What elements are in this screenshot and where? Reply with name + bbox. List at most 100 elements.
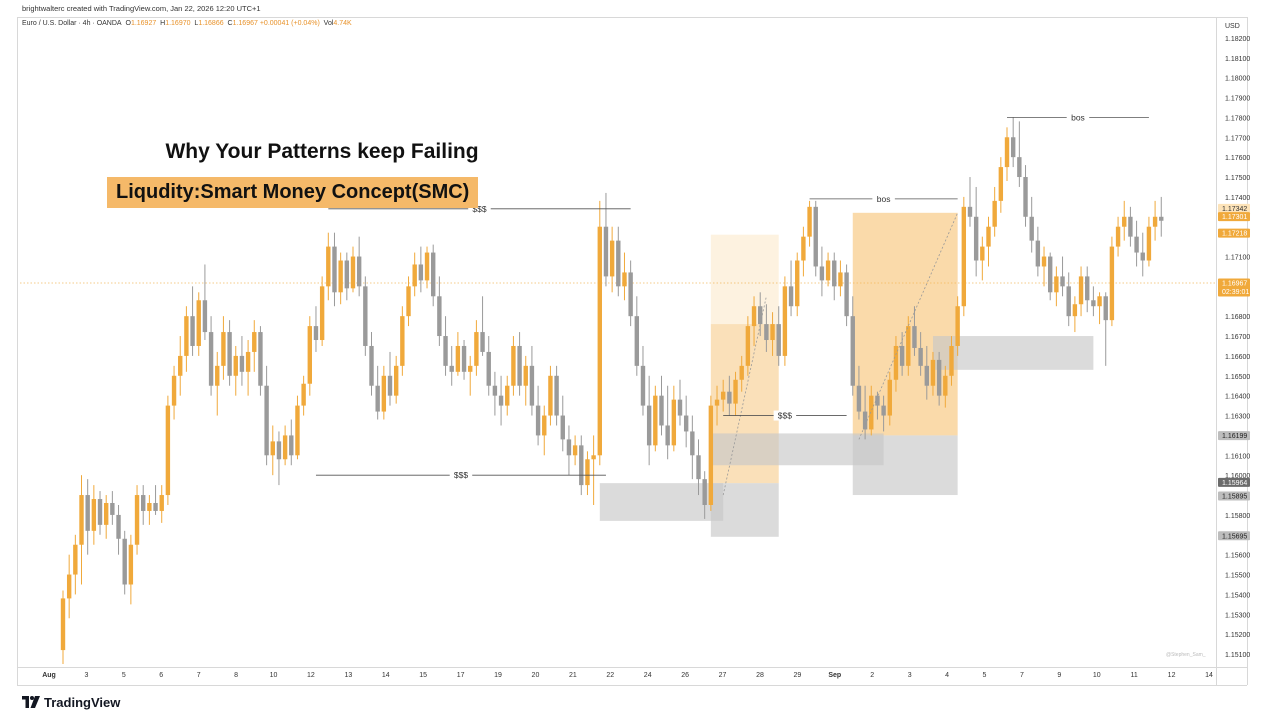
candle-71 bbox=[492, 371, 498, 416]
candle-body bbox=[1115, 226, 1121, 247]
candle-3 bbox=[73, 534, 78, 595]
candle-99 bbox=[665, 385, 670, 460]
candle-139 bbox=[912, 306, 917, 356]
time-tick-6: 8 bbox=[234, 672, 238, 679]
candle-159 bbox=[1035, 226, 1041, 277]
candle-72 bbox=[498, 375, 504, 426]
candle-76 bbox=[523, 355, 528, 406]
candle-35 bbox=[270, 425, 275, 476]
candle-body bbox=[640, 365, 646, 406]
candle-141 bbox=[924, 345, 929, 400]
currency-label[interactable]: USD bbox=[1225, 23, 1240, 30]
candle-body bbox=[924, 365, 929, 386]
candle-body bbox=[449, 365, 454, 372]
candle-body bbox=[764, 324, 769, 341]
price-tick-13: 1.16600 bbox=[1225, 354, 1250, 361]
price-axis[interactable]: 1.18200 1.18100 1.18000 1.17900 1.17800 1.177… bbox=[1225, 36, 1250, 659]
time-tick-4: 6 bbox=[159, 672, 163, 679]
price-badge-label: 1.16199 bbox=[1222, 433, 1247, 440]
time-tick-26: 5 bbox=[983, 672, 987, 679]
price-tick-10: 1.17100 bbox=[1225, 255, 1250, 262]
candle-body bbox=[572, 445, 578, 456]
candle-body bbox=[603, 226, 609, 277]
candle-60 bbox=[424, 246, 430, 289]
candle-body bbox=[585, 459, 590, 486]
level-label-bg-5 bbox=[1066, 112, 1090, 123]
candle-body bbox=[683, 415, 689, 432]
candle-83 bbox=[566, 425, 572, 476]
candle-146 bbox=[955, 296, 960, 356]
candle-body bbox=[350, 256, 356, 289]
candle-body bbox=[289, 435, 294, 456]
candle-body bbox=[498, 395, 504, 406]
candle-body bbox=[492, 385, 498, 396]
tradingview-logo[interactable]: TradingView bbox=[22, 694, 120, 710]
candle-body bbox=[486, 351, 491, 386]
candle-body bbox=[307, 326, 312, 384]
candle-body bbox=[795, 260, 800, 307]
time-tick-14: 20 bbox=[532, 672, 540, 679]
candle-body bbox=[918, 347, 923, 366]
candle-145 bbox=[949, 336, 954, 386]
candle-148 bbox=[967, 177, 973, 227]
candle-34 bbox=[264, 365, 269, 466]
candle-53 bbox=[381, 365, 387, 420]
candle-47 bbox=[344, 252, 350, 301]
candle-24 bbox=[202, 264, 208, 341]
candle-25 bbox=[208, 316, 214, 396]
price-tick-2: 1.18100 bbox=[1225, 56, 1250, 63]
candle-118 bbox=[782, 276, 788, 366]
candle-body bbox=[943, 375, 948, 396]
candle-body bbox=[523, 365, 528, 386]
open-label: O bbox=[125, 20, 131, 27]
candle-106 bbox=[708, 395, 714, 511]
candle-body bbox=[461, 345, 467, 372]
level-label-4: bos bbox=[877, 194, 891, 204]
candle-body bbox=[313, 326, 319, 341]
candle-90 bbox=[609, 226, 615, 293]
candle-133 bbox=[875, 391, 880, 420]
candle-body bbox=[215, 365, 220, 386]
candle-body bbox=[702, 479, 707, 505]
price-tick-18: 1.16000 bbox=[1225, 473, 1250, 480]
level-label-5: bos bbox=[1071, 112, 1085, 122]
frame-right bbox=[1247, 17, 1248, 685]
candle-52 bbox=[375, 365, 380, 420]
candle-97 bbox=[653, 385, 658, 452]
candle-48 bbox=[350, 246, 356, 293]
candle-body bbox=[245, 351, 251, 372]
candle-body bbox=[239, 355, 245, 372]
candle-42 bbox=[313, 306, 319, 352]
candle-body bbox=[171, 375, 177, 406]
liquidity-gap-zone-7 bbox=[852, 435, 958, 496]
candle-body bbox=[646, 405, 652, 446]
tradingview-logo-text: TradingView bbox=[44, 694, 121, 710]
candle-158 bbox=[1029, 196, 1034, 253]
candle-body bbox=[252, 332, 257, 352]
candle-64 bbox=[449, 345, 454, 386]
candle-body bbox=[301, 383, 306, 406]
time-axis[interactable]: Aug 3 5 6 7 8 10 12 13 14 15 17 19 20 21 22 24 26 27 28 29 Se… bbox=[42, 672, 1213, 679]
candle-100 bbox=[671, 385, 677, 452]
candle-body bbox=[758, 306, 763, 325]
candle-body bbox=[369, 345, 374, 386]
price-axis-border bbox=[1216, 17, 1217, 685]
price-badge-label: 1.15964 bbox=[1222, 480, 1247, 487]
candle-body bbox=[825, 260, 831, 281]
candle-126 bbox=[832, 252, 837, 301]
candle-157 bbox=[1023, 165, 1028, 227]
candle-80 bbox=[548, 365, 553, 426]
candle-body bbox=[517, 345, 522, 386]
price-badge-bg bbox=[1218, 477, 1250, 487]
candle-92 bbox=[622, 252, 627, 301]
candle-body bbox=[856, 385, 862, 412]
candle-87 bbox=[591, 435, 596, 505]
candle-body bbox=[1109, 246, 1115, 321]
candle-body bbox=[455, 345, 461, 372]
candles[interactable] bbox=[60, 117, 1164, 664]
candle-body bbox=[159, 495, 164, 511]
time-tick-32: 14 bbox=[1205, 672, 1213, 679]
candle-body bbox=[690, 431, 695, 456]
candle-body bbox=[560, 415, 565, 440]
